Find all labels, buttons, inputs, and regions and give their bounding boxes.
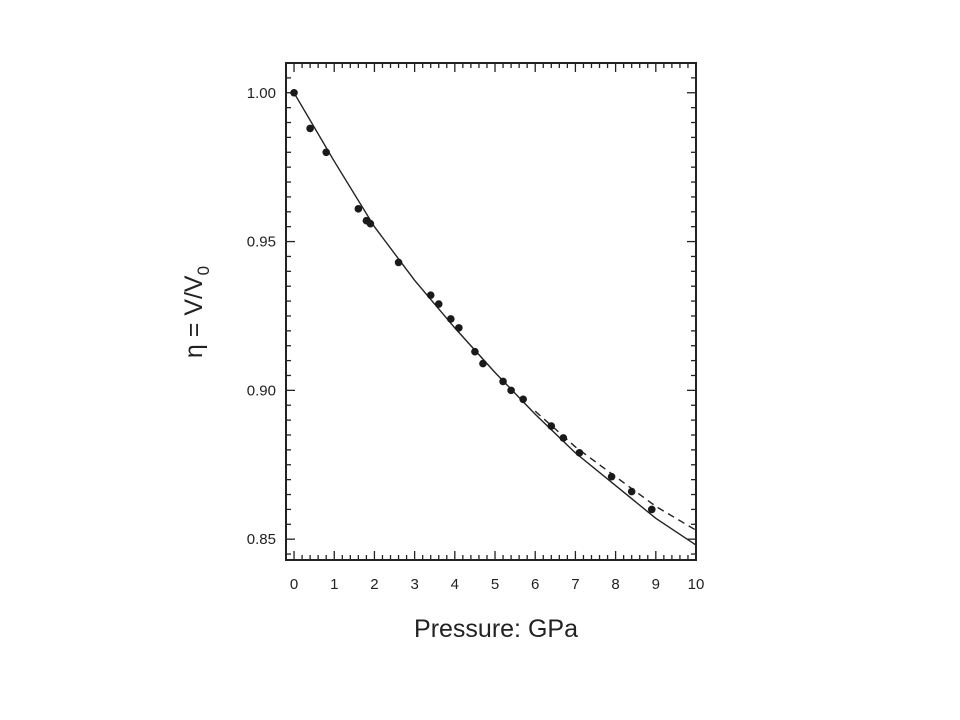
data-point <box>366 219 375 228</box>
data-point <box>499 377 507 386</box>
x-tick-label: 9 <box>652 576 660 593</box>
ticks <box>285 62 697 560</box>
y-axis-title: η = V/V0 <box>180 266 213 358</box>
y-tick-label: 1.00 <box>247 85 276 102</box>
data-points <box>290 88 656 514</box>
x-tick-label: 8 <box>611 576 619 593</box>
data-point <box>547 422 556 430</box>
y-axis-title-subscript: 0 <box>194 266 213 275</box>
data-point <box>426 291 435 299</box>
y-axis-title-main: η = V/V <box>180 275 208 358</box>
data-point <box>322 148 330 157</box>
x-tick-label: 6 <box>531 576 539 593</box>
data-point <box>471 347 479 356</box>
x-axis-title: Pressure: GPa <box>414 615 578 643</box>
data-point <box>290 88 298 97</box>
series-lines <box>293 92 697 546</box>
data-point <box>575 449 584 457</box>
x-tick-label: 2 <box>370 576 378 593</box>
y-tick-label: 0.85 <box>247 531 276 548</box>
tick-labels: 0 1 2 3 4 5 6 7 8 9 10 0.85 0.90 0.95 1.00 <box>247 85 705 593</box>
svg-text:η = V/V0: η = V/V0 <box>180 266 213 358</box>
data-point <box>607 472 616 481</box>
y-tick-label: 0.90 <box>247 382 276 399</box>
x-tick-label: 3 <box>410 576 418 593</box>
solid-fit-line <box>293 92 697 546</box>
data-point <box>354 205 363 213</box>
y-tick-label: 0.95 <box>247 234 276 251</box>
x-tick-label: 1 <box>330 576 338 593</box>
data-point <box>507 386 515 395</box>
x-tick-label: 10 <box>688 576 705 593</box>
data-point <box>627 487 636 496</box>
data-point <box>447 315 455 323</box>
data-point <box>455 324 463 332</box>
data-point <box>647 505 656 514</box>
data-point <box>519 395 527 404</box>
plot-frame <box>285 62 697 561</box>
data-point <box>479 359 487 368</box>
x-tick-label: 5 <box>491 576 499 593</box>
x-tick-label: 4 <box>451 576 459 593</box>
data-point <box>559 434 568 442</box>
data-point <box>306 124 314 133</box>
data-point <box>394 258 403 267</box>
x-tick-label: 7 <box>571 576 579 593</box>
data-point <box>434 300 443 308</box>
x-tick-label: 0 <box>290 576 298 593</box>
dashed-fit-line <box>534 410 697 531</box>
